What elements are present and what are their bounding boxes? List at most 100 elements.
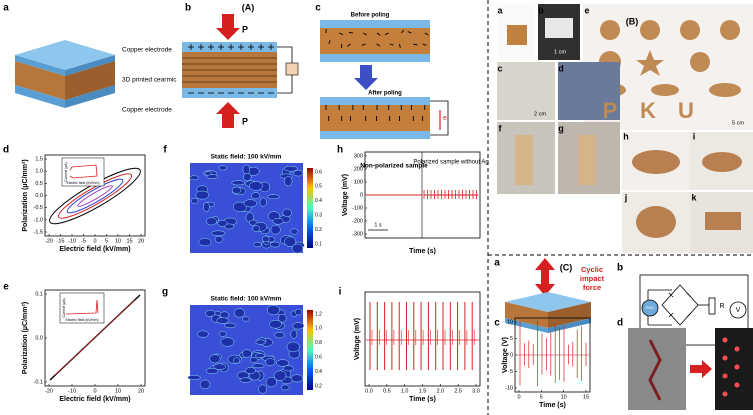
grain bbox=[205, 309, 216, 317]
scale-bar: 5 cm bbox=[732, 120, 744, 126]
colorbar-tick: 0.5 bbox=[315, 184, 322, 190]
panel-letter: g bbox=[162, 287, 168, 298]
grain bbox=[231, 186, 242, 194]
linear-response bbox=[49, 292, 141, 381]
dipole bbox=[328, 40, 331, 45]
grain bbox=[269, 241, 281, 248]
dipole bbox=[347, 43, 351, 47]
colorbar-tick: 0.6 bbox=[315, 169, 322, 175]
colorbar-tick: 0.4 bbox=[315, 369, 322, 375]
panel-letter: b bbox=[538, 5, 544, 15]
panel-letter: h bbox=[623, 131, 629, 141]
layer-label: 3D printed cearmic bbox=[122, 77, 177, 84]
y-tick-label: -1.5 bbox=[34, 229, 43, 235]
grain bbox=[199, 379, 211, 390]
x-tick-label: 2.0 bbox=[437, 388, 445, 394]
grain bbox=[282, 208, 292, 217]
y-tick-label: -0.5 bbox=[34, 205, 43, 211]
led-photos bbox=[628, 328, 753, 410]
dipole bbox=[407, 31, 412, 34]
colorbar-tick: 0.2 bbox=[315, 383, 322, 389]
grain bbox=[255, 353, 266, 358]
grain bbox=[206, 217, 217, 226]
grain bbox=[242, 316, 250, 322]
label: Current (μA) bbox=[62, 298, 66, 317]
circuit-label: V bbox=[736, 307, 741, 314]
grain bbox=[241, 349, 252, 358]
led bbox=[722, 337, 728, 343]
panel-letter: i bbox=[693, 131, 696, 141]
panel-letter: e bbox=[3, 282, 9, 293]
x-axis-label: Time (s) bbox=[409, 248, 436, 255]
grain bbox=[220, 337, 235, 347]
panel-letter: b bbox=[617, 263, 623, 274]
grain bbox=[276, 359, 290, 367]
grain bbox=[261, 235, 270, 243]
grain bbox=[211, 230, 226, 236]
force-label: P bbox=[242, 24, 248, 34]
grain bbox=[189, 175, 199, 181]
grain bbox=[251, 192, 261, 200]
y-tick-label: -5 bbox=[508, 369, 513, 375]
grain bbox=[243, 172, 252, 182]
map-title: Static field: 100 kV/mm bbox=[211, 296, 282, 303]
impact-device bbox=[505, 258, 591, 333]
label: Non-polarized sample bbox=[360, 163, 428, 170]
x-axis-label: Time (s) bbox=[539, 402, 566, 409]
colorbar-tick: 0.8 bbox=[315, 340, 322, 346]
y-tick-label: 0.0 bbox=[35, 193, 43, 199]
grain bbox=[216, 317, 229, 324]
grain bbox=[259, 197, 267, 207]
shape-letter: P bbox=[603, 98, 618, 123]
x-tick-label: -10 bbox=[68, 388, 76, 394]
dipole bbox=[338, 32, 344, 35]
panel-letter: g bbox=[558, 123, 564, 133]
panel-letter: c bbox=[494, 318, 500, 329]
grain bbox=[231, 180, 246, 186]
y-tick-label: 1.0 bbox=[35, 169, 43, 175]
panel-letter: e bbox=[584, 5, 589, 15]
x-tick-label: -10 bbox=[68, 238, 76, 244]
dipole bbox=[422, 43, 427, 46]
dipole bbox=[348, 31, 353, 34]
grain bbox=[265, 358, 276, 366]
x-axis-label: Electric field (kV/mm) bbox=[59, 396, 130, 403]
grain bbox=[195, 190, 210, 200]
grain bbox=[218, 165, 228, 171]
dipole bbox=[376, 43, 381, 47]
grain bbox=[270, 224, 281, 235]
scale-bar: 2 cm bbox=[534, 111, 546, 117]
y-tick-label: 0 bbox=[510, 352, 513, 358]
panel-letter: j bbox=[624, 192, 628, 202]
dipole bbox=[424, 32, 429, 36]
grain bbox=[293, 169, 304, 177]
grain bbox=[245, 367, 256, 374]
grain bbox=[233, 308, 245, 318]
y-tick-label: 0 bbox=[360, 192, 363, 198]
dipole bbox=[399, 43, 401, 49]
grain bbox=[294, 308, 303, 316]
grain bbox=[282, 365, 294, 372]
led bbox=[734, 382, 740, 388]
x-tick-label: 5 bbox=[540, 394, 543, 400]
grain bbox=[198, 237, 212, 247]
x-tick-label: 10 bbox=[115, 238, 121, 244]
colorbar bbox=[307, 310, 313, 390]
led bbox=[734, 346, 740, 352]
grain bbox=[252, 363, 265, 369]
grain bbox=[249, 181, 263, 191]
grain bbox=[284, 176, 293, 187]
grain bbox=[219, 331, 227, 337]
x-tick-label: 20 bbox=[138, 238, 144, 244]
colorbar bbox=[307, 168, 313, 248]
y-tick-label: 5 bbox=[510, 336, 513, 342]
dipole bbox=[400, 29, 405, 34]
x-axis-label: Time (s) bbox=[409, 396, 436, 403]
panel-letter: c bbox=[497, 63, 502, 73]
grain bbox=[209, 354, 221, 364]
panel-letter: d bbox=[558, 63, 564, 73]
force-label: Cyclic bbox=[581, 265, 603, 274]
grain bbox=[290, 329, 298, 339]
y-axis-label: Voltage (mV) bbox=[354, 318, 361, 360]
x-tick-label: 0.5 bbox=[383, 388, 391, 394]
